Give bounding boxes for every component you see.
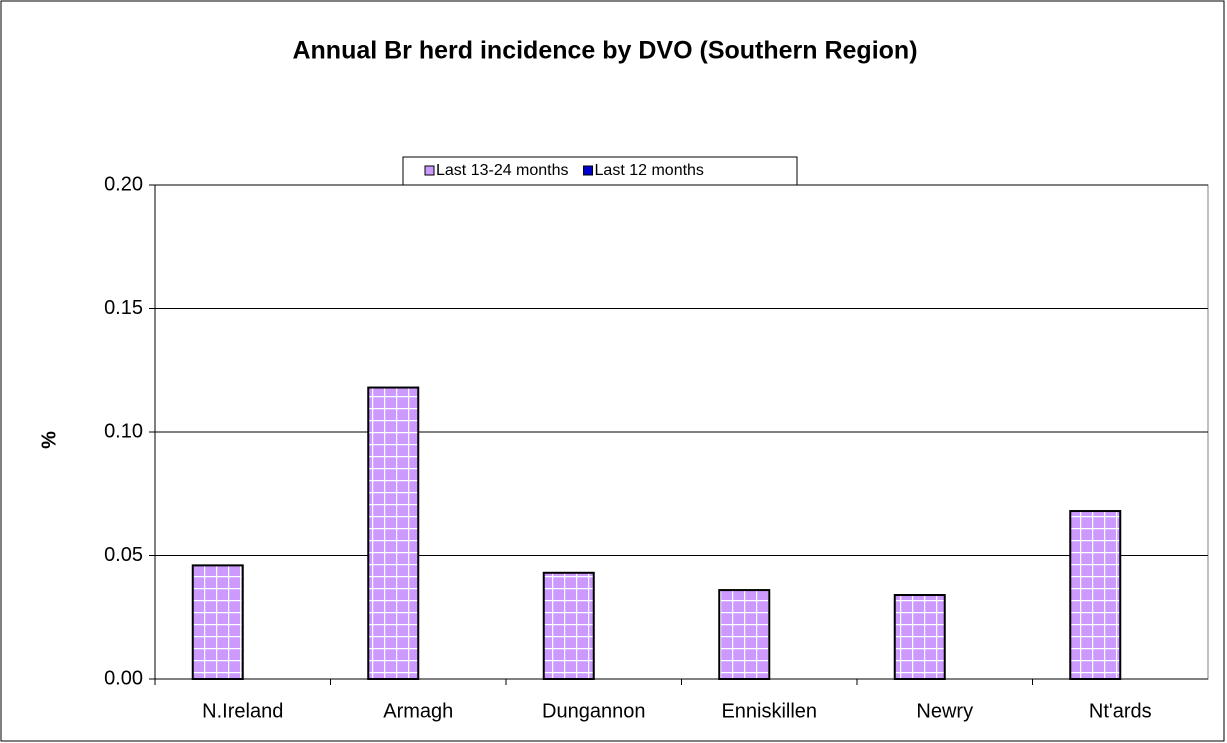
y-tick-label: 0.20 <box>104 173 143 195</box>
y-tick-label: 0.05 <box>104 544 143 566</box>
legend-box <box>402 156 798 186</box>
bar <box>367 386 420 680</box>
x-tick-label: N.Ireland <box>202 700 283 722</box>
bar <box>542 571 595 680</box>
x-tick-label: Newry <box>916 700 973 722</box>
chart-title: Annual Br herd incidence by DVO (Souther… <box>292 37 917 65</box>
legend-swatch <box>583 165 594 176</box>
x-tick-label: Enniskillen <box>721 700 817 722</box>
x-tick-label: Armagh <box>383 700 453 722</box>
legend-swatch <box>424 165 435 176</box>
legend-label: Last 13-24 months <box>436 162 569 179</box>
y-tick-label: 0.10 <box>104 420 143 442</box>
y-tick-label: 0.15 <box>104 297 143 319</box>
bar <box>191 564 244 681</box>
y-tick-label: 0.00 <box>104 667 143 689</box>
bar <box>718 589 771 681</box>
x-tick-label: Dungannon <box>542 700 645 722</box>
bar <box>1069 510 1122 681</box>
y-axis-label: % <box>38 431 60 449</box>
legend-label: Last 12 months <box>595 162 704 179</box>
x-tick-label: Nt'ards <box>1089 700 1152 722</box>
bar <box>893 594 946 681</box>
